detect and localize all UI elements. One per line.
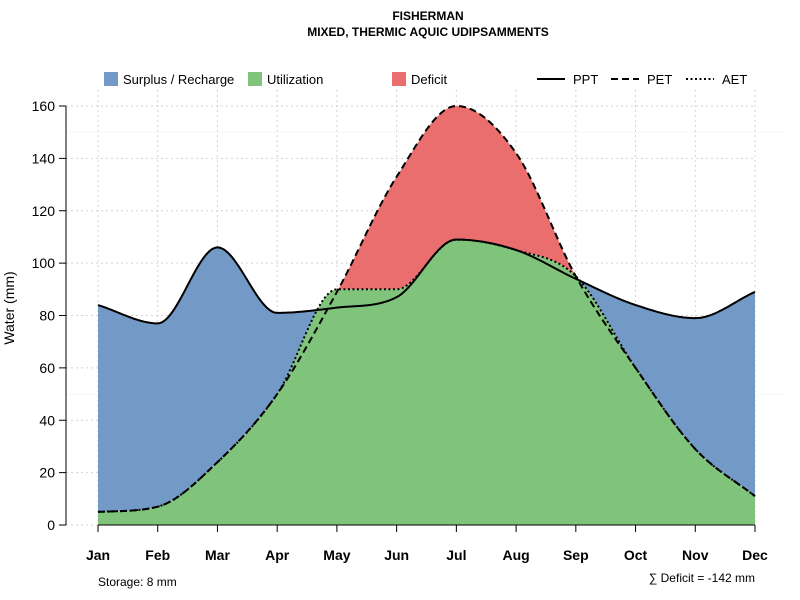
surplus-area: [98, 106, 755, 512]
legend-swatch-deficit: [392, 72, 406, 86]
legend-swatch-utilization: [248, 72, 262, 86]
axes: 0 20 40 60 80 100 120 140 160 Jan Feb Mar Apr May Jun J…: [32, 98, 768, 563]
x-tick-label-feb: Feb: [145, 547, 170, 563]
legend-label-surplus-recharge: Surplus / Recharge: [123, 72, 234, 87]
legend-label-ppt: PPT: [573, 72, 598, 87]
chart-subtitle: MIXED, THERMIC AQUIC UDIPSAMMENTS: [307, 25, 549, 39]
legend-label-pet: PET: [647, 72, 672, 87]
x-tick-label-sep: Sep: [563, 547, 589, 563]
x-tick-label-dec: Dec: [742, 547, 768, 563]
x-tick-label-jan: Jan: [86, 547, 110, 563]
legend-label-utilization: Utilization: [267, 72, 323, 87]
area-fills: [98, 106, 755, 525]
legend-label-deficit: Deficit: [411, 72, 448, 87]
legend-label-aet: AET: [722, 72, 747, 87]
x-tick-label-nov: Nov: [682, 547, 709, 563]
y-tick-label-3: 60: [39, 360, 55, 376]
y-tick-label-6: 120: [32, 203, 56, 219]
storage-note: Storage: 8 mm: [98, 575, 177, 589]
x-tick-label-apr: Apr: [265, 547, 290, 563]
y-tick-label-2: 40: [39, 412, 55, 428]
series-lines: [97, 105, 756, 513]
x-tick-label-mar: Mar: [205, 547, 230, 563]
series-line-pet: [97, 105, 756, 513]
series-line-ppt: [97, 238, 756, 325]
y-tick-label-8: 160: [32, 98, 56, 114]
chart-title: FISHERMAN: [392, 9, 463, 23]
legend: Surplus / Recharge Utilization Deficit PPT P…: [104, 72, 747, 87]
y-tick-label-7: 140: [32, 150, 56, 166]
y-tick-label-0: 0: [47, 517, 55, 533]
x-tick-label-may: May: [323, 547, 350, 563]
x-tick-label-aug: Aug: [502, 547, 529, 563]
y-axis-title: Water (mm): [1, 271, 17, 344]
x-tick-label-jun: Jun: [384, 547, 409, 563]
utilization-area: [98, 239, 755, 525]
deficit-area: [98, 106, 755, 512]
y-tick-label-4: 80: [39, 308, 55, 324]
x-tick-label-jul: Jul: [446, 547, 466, 563]
x-tick-label-oct: Oct: [624, 547, 648, 563]
deficit-note: ∑ Deficit = -142 mm: [649, 571, 755, 585]
legend-swatch-surplus-recharge: [104, 72, 118, 86]
y-tick-label-5: 100: [32, 255, 56, 271]
y-tick-label-1: 20: [39, 465, 55, 481]
